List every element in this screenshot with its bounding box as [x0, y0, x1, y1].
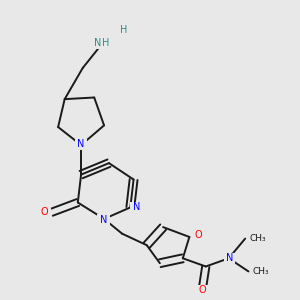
Text: N: N	[226, 253, 233, 263]
FancyBboxPatch shape	[196, 285, 209, 296]
Text: N: N	[100, 214, 107, 225]
Text: O: O	[199, 285, 206, 296]
Text: N: N	[133, 202, 141, 212]
Text: O: O	[195, 230, 203, 240]
FancyBboxPatch shape	[97, 214, 110, 226]
Text: H: H	[120, 25, 127, 35]
FancyBboxPatch shape	[224, 253, 235, 264]
FancyBboxPatch shape	[130, 202, 143, 213]
FancyBboxPatch shape	[74, 139, 87, 150]
FancyBboxPatch shape	[192, 230, 205, 241]
Text: CH₃: CH₃	[249, 234, 266, 243]
FancyBboxPatch shape	[38, 207, 51, 218]
Text: N: N	[94, 38, 101, 48]
Text: H: H	[102, 38, 110, 48]
Text: CH₃: CH₃	[253, 267, 269, 276]
Text: O: O	[40, 207, 48, 217]
Text: N: N	[77, 140, 84, 149]
FancyBboxPatch shape	[91, 38, 104, 49]
